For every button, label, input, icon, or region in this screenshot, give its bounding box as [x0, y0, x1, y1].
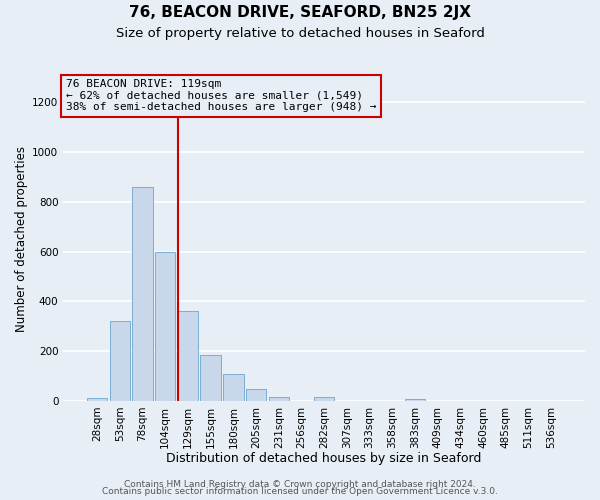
X-axis label: Distribution of detached houses by size in Seaford: Distribution of detached houses by size … [166, 452, 482, 465]
Bar [246, 389, 266, 401]
Text: Contains public sector information licensed under the Open Government Licence v.: Contains public sector information licen… [102, 487, 498, 496]
Text: 76, BEACON DRIVE, SEAFORD, BN25 2JX: 76, BEACON DRIVE, SEAFORD, BN25 2JX [129, 5, 471, 20]
Bar [110, 322, 130, 401]
Bar [314, 396, 334, 401]
Text: Size of property relative to detached houses in Seaford: Size of property relative to detached ho… [116, 28, 484, 40]
Bar [178, 312, 198, 401]
Text: 76 BEACON DRIVE: 119sqm
← 62% of detached houses are smaller (1,549)
38% of semi: 76 BEACON DRIVE: 119sqm ← 62% of detache… [66, 79, 376, 112]
Bar [155, 252, 175, 401]
Bar [223, 374, 244, 401]
Bar [269, 397, 289, 401]
Bar [405, 399, 425, 401]
Text: Contains HM Land Registry data © Crown copyright and database right 2024.: Contains HM Land Registry data © Crown c… [124, 480, 476, 489]
Bar [133, 187, 153, 401]
Bar [87, 398, 107, 401]
Bar [200, 355, 221, 401]
Y-axis label: Number of detached properties: Number of detached properties [15, 146, 28, 332]
